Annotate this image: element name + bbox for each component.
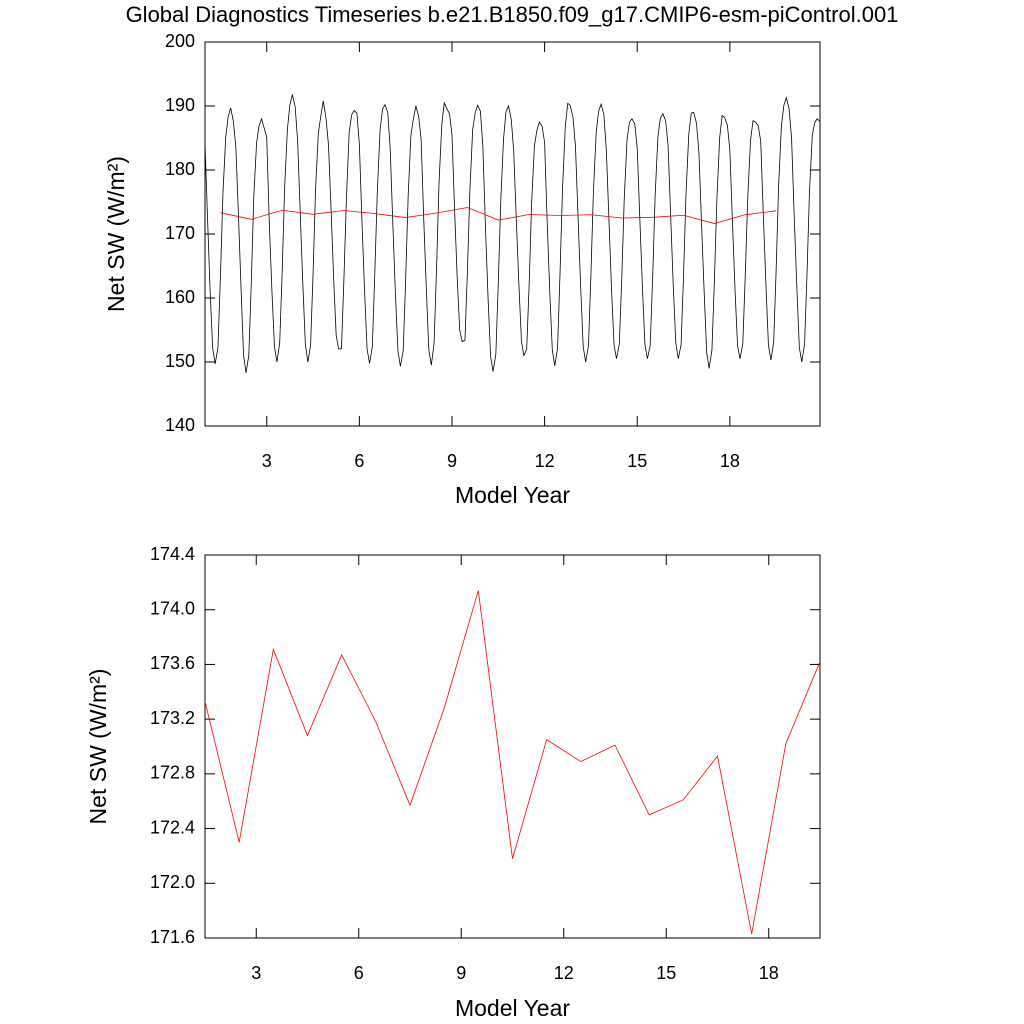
y-axis-label: Net SW (W/m²) <box>85 669 111 825</box>
x-tick-label: 9 <box>447 451 457 471</box>
x-tick-label: 18 <box>759 963 779 983</box>
y-tick-label: 180 <box>165 159 195 179</box>
y-tick-label: 190 <box>165 95 195 115</box>
data-line <box>204 590 821 934</box>
y-axis-label: Net SW (W/m²) <box>103 156 129 312</box>
x-tick-label: 12 <box>535 451 555 471</box>
data-line <box>220 207 777 224</box>
y-tick-label: 172.0 <box>150 872 195 892</box>
x-tick-label: 6 <box>354 451 364 471</box>
y-tick-label: 174.4 <box>150 544 195 564</box>
plot-frame <box>204 41 821 427</box>
x-axis-label: Model Year <box>455 995 570 1021</box>
data-line <box>204 94 821 373</box>
x-tick-label: 3 <box>262 451 272 471</box>
y-tick-label: 140 <box>165 415 195 435</box>
x-axis-label: Model Year <box>455 482 570 508</box>
x-tick-label: 15 <box>627 451 647 471</box>
x-tick-label: 15 <box>656 963 676 983</box>
y-tick-label: 160 <box>165 287 195 307</box>
y-tick-label: 173.6 <box>150 653 195 673</box>
y-tick-label: 174.0 <box>150 598 195 618</box>
x-tick-label: 6 <box>354 963 364 983</box>
y-tick-label: 172.4 <box>150 817 195 837</box>
y-tick-label: 170 <box>165 223 195 243</box>
y-tick-label: 171.6 <box>150 927 195 947</box>
y-tick-label: 200 <box>165 31 195 51</box>
y-tick-label: 173.2 <box>150 708 195 728</box>
x-tick-label: 18 <box>720 451 740 471</box>
x-tick-label: 3 <box>251 963 261 983</box>
y-tick-label: 150 <box>165 351 195 371</box>
x-tick-label: 9 <box>456 963 466 983</box>
plot-frame <box>204 554 821 939</box>
y-tick-label: 172.8 <box>150 763 195 783</box>
chart-title: Global Diagnostics Timeseries b.e21.B185… <box>126 2 899 27</box>
x-tick-label: 12 <box>554 963 574 983</box>
